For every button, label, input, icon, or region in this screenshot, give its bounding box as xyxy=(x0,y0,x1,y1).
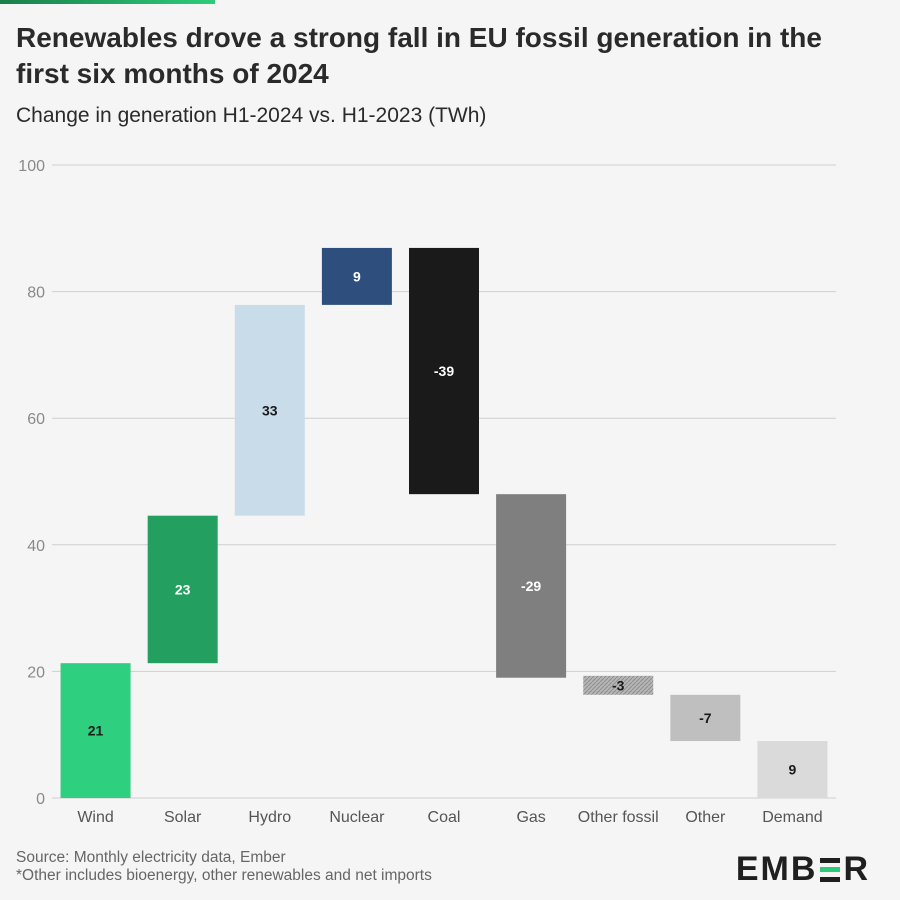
bar-value-label: 21 xyxy=(88,723,104,739)
bar-demand xyxy=(757,741,828,798)
x-axis-ticks: Wind Solar Hydro Nuclear Coal Gas Other fossil… xyxy=(77,809,822,826)
logo-e-mark xyxy=(820,857,841,882)
bar-gas xyxy=(496,494,567,678)
logo-text-left: EMB xyxy=(735,850,818,888)
bar-value-label: 9 xyxy=(789,762,797,778)
chart-subtitle: Change in generation H1-2024 vs. H1-2023… xyxy=(16,104,487,127)
x-tick-label: Other fossil xyxy=(578,809,659,826)
x-tick-label: Hydro xyxy=(248,809,291,826)
chart-title: Renewables drove a strong fall in EU fos… xyxy=(16,22,822,89)
y-tick-label: 40 xyxy=(27,538,45,555)
bar-value-label: -3 xyxy=(612,677,625,693)
y-tick-label: 60 xyxy=(27,411,45,428)
bars xyxy=(60,247,828,798)
x-tick-label: Coal xyxy=(428,809,461,826)
y-axis-ticks: 0 20 40 60 80 100 xyxy=(18,158,45,808)
bar-value-label: 23 xyxy=(175,581,191,597)
bar-value-label: 33 xyxy=(262,402,278,418)
x-tick-label: Other xyxy=(685,809,726,826)
x-tick-label: Wind xyxy=(77,809,113,826)
bar-value-label: -7 xyxy=(699,710,712,726)
bar-value-label: 9 xyxy=(353,268,361,284)
logo-text-right: R xyxy=(843,850,870,888)
bar-coal xyxy=(409,247,479,495)
source-note: Source: Monthly electricity data, Ember xyxy=(16,849,286,866)
bar-other xyxy=(670,694,741,742)
bar-other-fossil xyxy=(583,675,654,695)
y-tick-label: 20 xyxy=(27,664,45,681)
bar-nuclear xyxy=(321,247,392,305)
bar-value-label: -39 xyxy=(434,363,454,379)
brand-accent-bar xyxy=(0,0,215,4)
chart-footer: Source: Monthly electricity data, Ember … xyxy=(16,849,432,885)
bar-wind xyxy=(60,663,131,798)
bar-value-labels: 21 23 33 9 -39 -29 -3 -7 9 xyxy=(88,268,797,777)
y-tick-label: 100 xyxy=(18,158,45,175)
bar-hydro xyxy=(234,304,305,516)
x-tick-label: Nuclear xyxy=(329,809,385,826)
bar-solar xyxy=(147,515,218,664)
bar-value-label: -29 xyxy=(521,578,541,594)
ember-logo: EMB R xyxy=(736,850,870,889)
x-tick-label: Gas xyxy=(516,809,545,826)
x-tick-label: Demand xyxy=(762,809,822,826)
y-tick-label: 0 xyxy=(36,791,45,808)
x-tick-label: Solar xyxy=(164,809,202,826)
waterfall-chart: 0 20 40 60 80 100 21 23 33 9 -39 -29 -3 -7 9 Wind Sola… xyxy=(18,158,836,826)
footnote: *Other includes bioenergy, other renewab… xyxy=(16,867,432,884)
y-tick-label: 80 xyxy=(27,285,45,302)
